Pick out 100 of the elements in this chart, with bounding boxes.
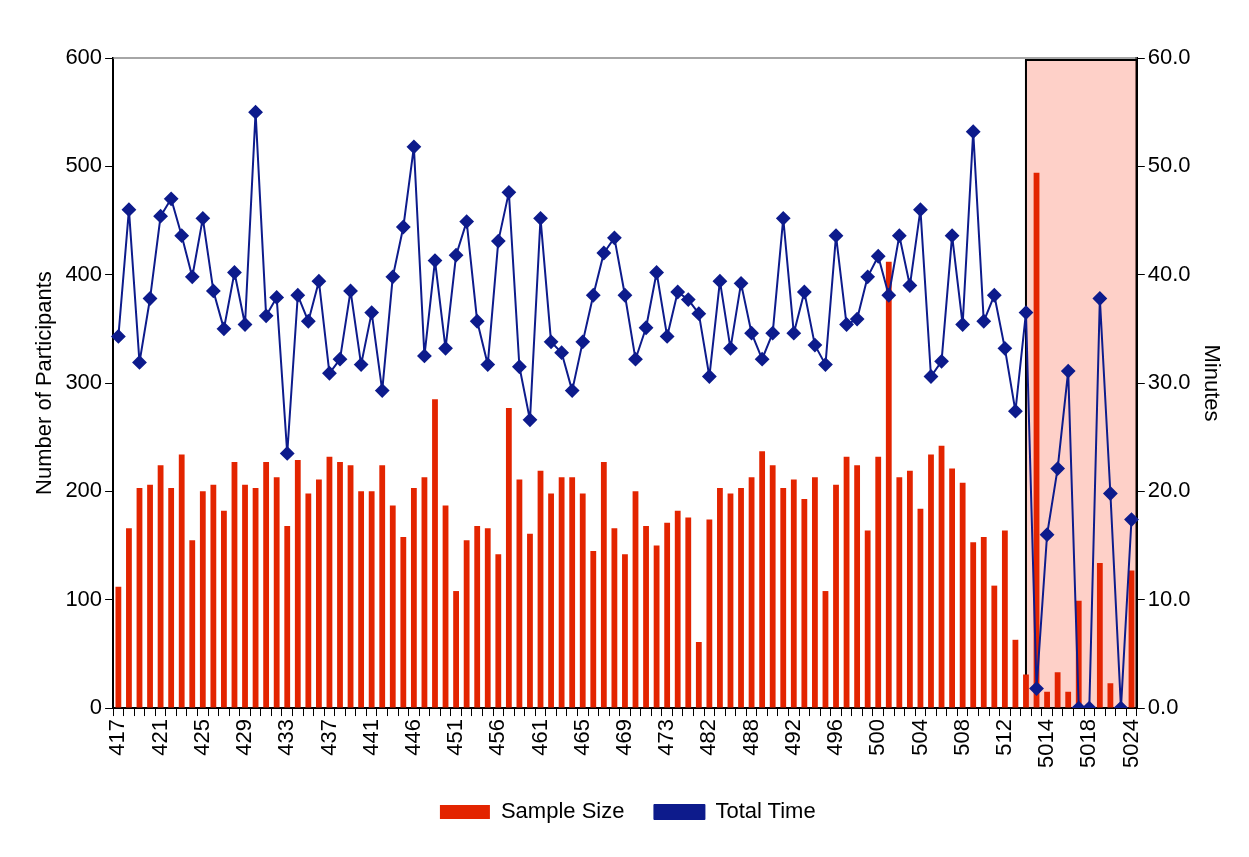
bar <box>1096 562 1103 708</box>
bar <box>168 488 175 708</box>
bar <box>674 510 681 708</box>
bar <box>600 462 607 708</box>
y2-tick-label: 30.0 <box>1147 369 1191 395</box>
y-tick-label: 600 <box>65 44 103 70</box>
bar <box>611 528 618 708</box>
bar <box>294 459 301 708</box>
x-tick-label: 465 <box>568 719 594 756</box>
bar <box>242 484 248 708</box>
bar <box>906 470 913 708</box>
x-tick-label: 496 <box>822 719 848 756</box>
y-tick-label: 500 <box>65 152 103 178</box>
bar <box>495 554 502 708</box>
y-tick-label: 400 <box>65 260 103 286</box>
x-tick-label: 437 <box>315 719 341 756</box>
bar <box>833 484 839 708</box>
bar <box>358 491 365 708</box>
bar <box>189 540 196 708</box>
bar <box>643 526 649 708</box>
y-tick-label: 200 <box>65 477 103 503</box>
x-tick-label: 488 <box>737 719 763 756</box>
bar <box>579 493 586 708</box>
bar <box>959 482 966 708</box>
bar <box>527 533 533 708</box>
bar <box>474 526 481 708</box>
x-tick-label: 512 <box>990 719 1016 756</box>
y2-tick-label: 50.0 <box>1147 152 1191 178</box>
bar <box>864 530 871 708</box>
bar <box>379 465 386 708</box>
x-tick-label: 446 <box>399 719 425 756</box>
bar <box>210 484 217 708</box>
bar <box>854 465 861 708</box>
x-tick-label: 433 <box>273 719 299 756</box>
x-tick-label: 500 <box>864 719 890 756</box>
y2-tick-label: 10.0 <box>1147 585 1191 611</box>
x-tick-label: 451 <box>442 719 468 756</box>
bar <box>337 462 343 708</box>
x-tick-label: 5018 <box>1075 719 1101 769</box>
bar <box>928 454 934 708</box>
x-tick-label: 482 <box>695 719 721 756</box>
bar <box>875 456 882 708</box>
bar <box>273 477 280 708</box>
bar <box>738 488 744 708</box>
y2-tick-label: 0.0 <box>1147 694 1179 720</box>
bar <box>389 505 396 708</box>
bar <box>622 554 628 708</box>
x-tick-label: 429 <box>231 719 257 756</box>
bar <box>463 540 470 708</box>
y2-axis-title: Minutes <box>1199 344 1225 422</box>
x-tick-label: 441 <box>357 719 383 756</box>
y2-tick-label: 60.0 <box>1147 44 1191 70</box>
y2-tick-label: 40.0 <box>1147 260 1191 286</box>
bar <box>949 468 955 708</box>
x-tick-label: 421 <box>146 719 172 756</box>
bar <box>780 488 787 708</box>
bar <box>1023 674 1029 708</box>
bar <box>284 526 291 708</box>
bar <box>115 586 122 708</box>
bar <box>400 536 407 708</box>
bar <box>1001 530 1008 708</box>
bar <box>1107 683 1114 708</box>
bar <box>695 641 702 708</box>
bar <box>147 484 153 708</box>
x-tick-label: 461 <box>526 719 552 756</box>
bar <box>548 493 554 708</box>
bar <box>970 542 977 708</box>
bar <box>769 465 776 708</box>
bar <box>505 407 512 708</box>
x-tick-label: 417 <box>104 719 130 756</box>
bar <box>432 399 438 708</box>
y-tick-label: 300 <box>65 369 103 395</box>
bar <box>453 591 459 708</box>
bar <box>126 528 132 708</box>
bar <box>484 528 491 708</box>
bar <box>896 477 903 708</box>
x-tick-label: 508 <box>948 719 974 756</box>
legend-label: Sample Size <box>500 798 625 824</box>
bar <box>790 479 797 708</box>
bar <box>1065 691 1072 708</box>
bar <box>368 491 375 708</box>
bar <box>653 545 660 708</box>
x-tick-label: 5014 <box>1033 719 1059 769</box>
y-tick-label: 100 <box>65 585 103 611</box>
bar <box>199 491 206 708</box>
bar <box>315 479 322 708</box>
x-tick-label: 425 <box>188 719 214 756</box>
legend-label: Total Time <box>715 798 816 824</box>
bar <box>991 585 998 708</box>
y2-tick-label: 20.0 <box>1147 477 1191 503</box>
bar <box>759 451 766 708</box>
bar <box>706 519 713 708</box>
bar <box>812 477 818 708</box>
x-tick-label: 473 <box>653 719 679 756</box>
x-tick-label: 492 <box>779 719 805 756</box>
bar <box>590 550 597 708</box>
x-tick-label: 456 <box>484 719 510 756</box>
bar <box>980 536 987 708</box>
x-tick-label: 5024 <box>1117 719 1143 769</box>
bar <box>1054 672 1061 708</box>
